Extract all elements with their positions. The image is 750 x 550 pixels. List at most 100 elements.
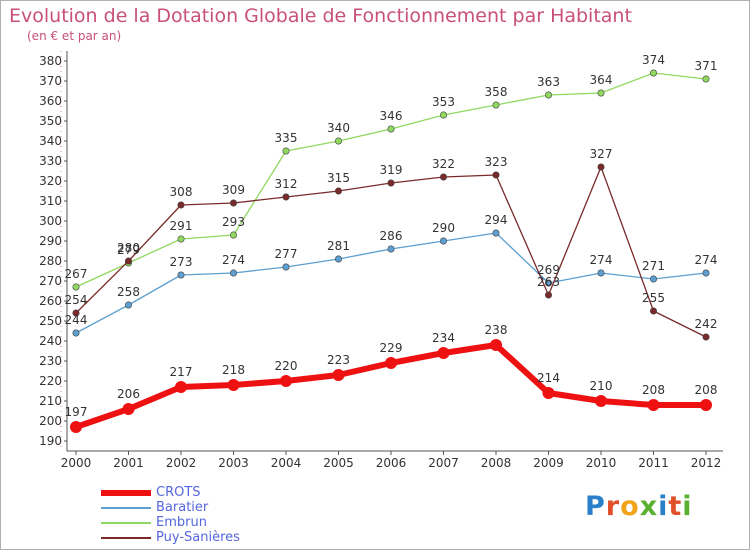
x-tick-label: 2008 — [481, 456, 512, 470]
y-tick-label: 310 — [39, 194, 62, 208]
logo-letter: i — [658, 491, 669, 522]
data-point-embrun — [649, 69, 657, 77]
data-point-crots — [595, 395, 607, 407]
legend-swatch-embrun — [101, 522, 151, 524]
x-tick-label: 2011 — [638, 456, 669, 470]
y-tick-label: 280 — [39, 254, 62, 268]
data-label-puy-sani-res: 312 — [275, 177, 298, 191]
y-tick-label: 270 — [39, 274, 62, 288]
series-baratier — [72, 229, 710, 337]
y-tick-label: 240 — [39, 334, 62, 348]
data-label-crots: 238 — [485, 323, 508, 337]
data-point-embrun — [439, 111, 447, 119]
data-point-puy-sani-res — [387, 179, 395, 187]
y-tick-label: 360 — [39, 94, 62, 108]
data-point-embrun — [544, 91, 552, 99]
data-label-baratier: 269 — [537, 263, 560, 277]
data-label-embrun: 363 — [537, 75, 560, 89]
y-tick-label: 230 — [39, 354, 62, 368]
data-label-embrun: 267 — [65, 267, 88, 281]
series-puy-sani-res — [72, 163, 710, 341]
data-label-embrun: 358 — [485, 85, 508, 99]
data-point-baratier — [492, 229, 500, 237]
data-label-crots: 206 — [117, 387, 140, 401]
x-tick-label: 2003 — [218, 456, 249, 470]
data-point-puy-sani-res — [649, 307, 657, 315]
legend-label-embrun: Embrun — [156, 515, 207, 530]
y-tick-label: 380 — [39, 54, 62, 68]
data-point-puy-sani-res — [439, 173, 447, 181]
data-point-crots — [700, 399, 712, 411]
x-tick-label: 2007 — [428, 456, 459, 470]
y-tick-label: 330 — [39, 154, 62, 168]
logo-letter: x — [639, 491, 659, 522]
data-label-embrun: 346 — [380, 109, 403, 123]
legend-label-puy-sani-res: Puy-Sanières — [156, 530, 240, 545]
data-point-puy-sani-res — [125, 257, 133, 265]
data-point-puy-sani-res — [334, 187, 342, 195]
data-point-puy-sani-res — [597, 163, 605, 171]
data-label-baratier: 274 — [695, 253, 718, 267]
x-tick-label: 2012 — [691, 456, 722, 470]
data-label-crots: 208 — [642, 383, 665, 397]
data-label-crots: 229 — [380, 341, 403, 355]
x-tick-label: 2001 — [113, 456, 144, 470]
x-tick-label: 2004 — [271, 456, 302, 470]
y-tick-label: 340 — [39, 134, 62, 148]
data-label-baratier: 286 — [380, 229, 403, 243]
y-tick-label: 320 — [39, 174, 62, 188]
x-tick-label: 2000 — [61, 456, 92, 470]
data-point-puy-sani-res — [492, 171, 500, 179]
data-point-embrun — [177, 235, 185, 243]
logo-letter: r — [605, 491, 621, 522]
data-point-puy-sani-res — [72, 309, 80, 317]
data-label-baratier: 277 — [275, 247, 298, 261]
y-axis-ticks: 190 200 210 220 230 240 250 260 270 280 290 300 310 3… — [39, 54, 67, 448]
data-label-embrun: 371 — [695, 59, 718, 73]
x-tick-label: 2009 — [533, 456, 564, 470]
legend-swatch-puy-sani-res — [101, 537, 151, 539]
chart-title: Evolution de la Dotation Globale de Fonc… — [9, 5, 632, 27]
data-point-baratier — [439, 237, 447, 245]
chart-subtitle: (en € et par an) — [27, 29, 122, 43]
data-point-embrun — [597, 89, 605, 97]
data-label-crots: 223 — [327, 353, 350, 367]
data-label-puy-sani-res: 263 — [537, 275, 560, 289]
data-label-crots: 220 — [275, 359, 298, 373]
data-point-embrun — [334, 137, 342, 145]
data-label-baratier: 281 — [327, 239, 350, 253]
legend-swatch-crots — [101, 490, 151, 496]
data-point-puy-sani-res — [544, 291, 552, 299]
y-tick-label: 190 — [39, 434, 62, 448]
logo-letter: i — [682, 491, 693, 522]
data-label-crots: 210 — [590, 379, 613, 393]
data-point-puy-sani-res — [177, 201, 185, 209]
data-label-puy-sani-res: 319 — [380, 163, 403, 177]
data-point-embrun — [702, 75, 710, 83]
data-label-layer: 244 258 273 274 277 281 286 290 294 269 274 271 274 2… — [65, 53, 718, 419]
data-label-puy-sani-res: 323 — [485, 155, 508, 169]
legend-label-baratier: Baratier — [156, 500, 209, 515]
data-point-baratier — [544, 279, 552, 287]
y-tick-label: 260 — [39, 294, 62, 308]
x-tick-label: 2010 — [586, 456, 617, 470]
proxiti-logo: Proxiti — [585, 491, 693, 522]
data-point-crots — [70, 421, 82, 433]
data-point-embrun — [387, 125, 395, 133]
data-point-baratier — [597, 269, 605, 277]
data-point-crots — [227, 379, 240, 391]
data-label-baratier: 258 — [117, 285, 140, 299]
series-crots — [70, 339, 712, 433]
data-point-baratier — [230, 269, 238, 277]
data-point-puy-sani-res — [230, 199, 238, 207]
data-point-crots — [280, 375, 292, 387]
data-point-embrun — [282, 147, 290, 155]
data-point-crots — [647, 399, 660, 411]
data-label-embrun: 374 — [642, 53, 665, 67]
x-tick-label: 2005 — [323, 456, 354, 470]
data-label-baratier: 271 — [642, 259, 665, 273]
data-label-crots: 234 — [432, 331, 455, 345]
data-label-puy-sani-res: 315 — [327, 171, 350, 185]
y-tick-label: 210 — [39, 394, 62, 408]
